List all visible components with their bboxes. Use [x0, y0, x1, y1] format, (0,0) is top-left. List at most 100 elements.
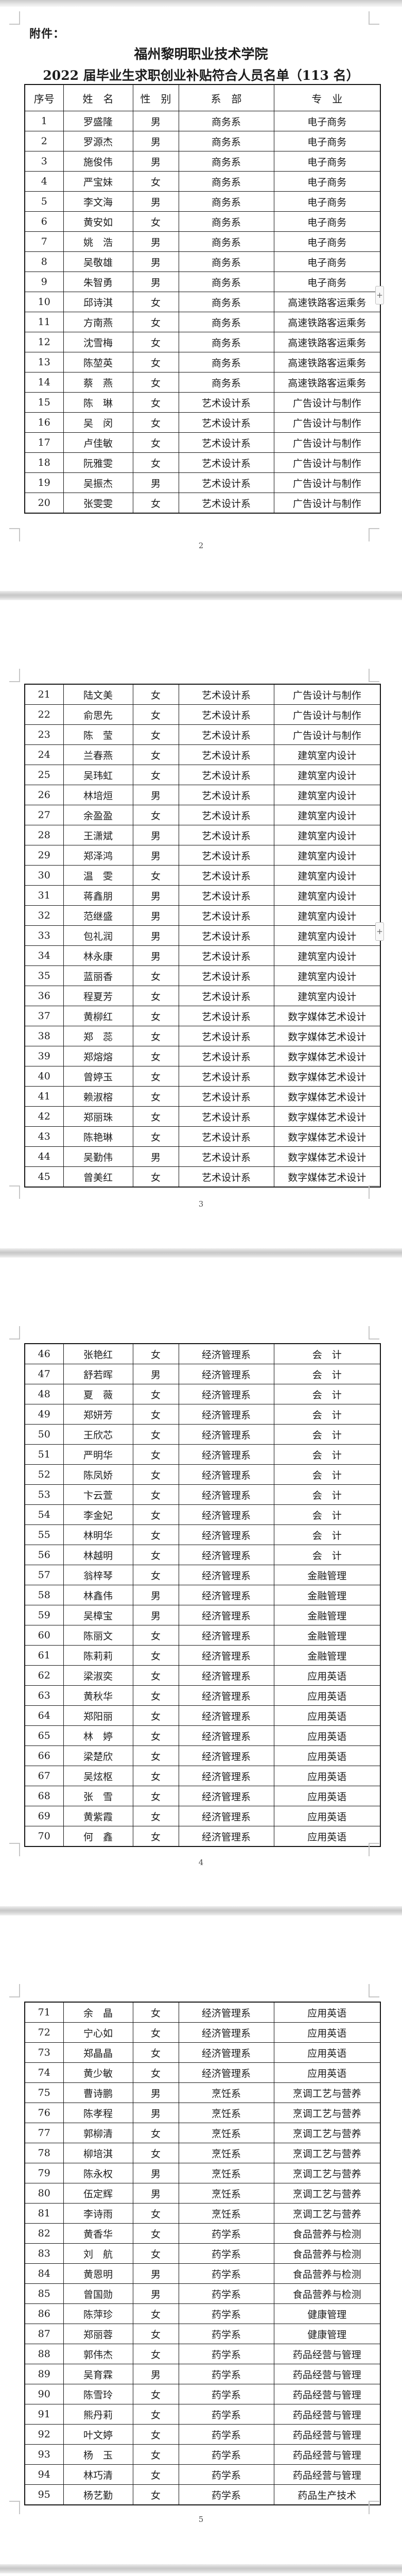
name-cell: 林永康: [63, 945, 133, 966]
department-cell: 艺术设计系: [178, 885, 274, 906]
gender-cell: 女: [132, 744, 179, 765]
name-cell: 陈凤娇: [63, 1464, 133, 1485]
gender-cell: 女: [132, 1565, 179, 1585]
page-title: 福州黎明职业技术学院: [134, 47, 268, 62]
gender-cell: 女: [132, 1665, 179, 1686]
crop-mark: [369, 1843, 379, 1856]
table-row: 49 郑妍芳 女 经济管理系 会 计: [24, 1404, 381, 1425]
serial-cell: 17: [24, 432, 64, 453]
serial-cell: 82: [24, 2223, 64, 2244]
name-cell: 林 婷: [63, 1725, 133, 1746]
add-column-button[interactable]: +: [375, 922, 384, 941]
name-cell: 蓝丽香: [63, 965, 133, 986]
department-cell: 艺术设计系: [178, 1006, 274, 1026]
major-cell: 会 计: [273, 1404, 381, 1425]
table-row: 9 朱智勇 男 商务系 电子商务: [24, 272, 381, 292]
name-cell: 梁楚欣: [63, 1745, 133, 1766]
major-cell: 高速铁路客运乘务: [273, 352, 381, 372]
department-cell: 烹饪系: [178, 2203, 274, 2224]
serial-cell: 35: [24, 965, 64, 986]
major-cell: 应用英语: [273, 1665, 381, 1686]
serial-cell: 58: [24, 1585, 64, 1605]
table-row: 83 刘 航 女 药学系 食品营养与检测: [24, 2243, 381, 2264]
serial-cell: 20: [24, 493, 64, 514]
gender-cell: 男: [132, 2183, 179, 2204]
name-cell: 陈丽文: [63, 1625, 133, 1646]
serial-cell: 41: [24, 1086, 64, 1107]
major-cell: 会 计: [273, 1343, 381, 1364]
page-separator: [0, 591, 402, 600]
serial-cell: 44: [24, 1146, 64, 1167]
roster-table-page-2: 21 陆文美 女 艺术设计系 广告设计与制作 22 俞思先 女 艺术设计系 广告…: [24, 684, 381, 1188]
department-cell: 经济管理系: [178, 1806, 274, 1826]
department-cell: 经济管理系: [178, 2002, 274, 2023]
serial-cell: 13: [24, 352, 64, 372]
name-cell: 刘 航: [63, 2243, 133, 2264]
gender-cell: 女: [132, 372, 179, 393]
major-cell: 烹调工艺与营养: [273, 2163, 381, 2183]
major-cell: 电子商务: [273, 111, 381, 131]
gender-cell: 女: [132, 2324, 179, 2344]
name-cell: 梁淑奕: [63, 1665, 133, 1686]
department-cell: 经济管理系: [178, 2042, 274, 2063]
serial-cell: 22: [24, 704, 64, 725]
table-row: 23 陈 莹 女 艺术设计系 广告设计与制作: [24, 724, 381, 745]
gender-cell: 男: [132, 2103, 179, 2123]
serial-cell: 5: [24, 191, 64, 212]
gender-cell: 女: [132, 765, 179, 785]
name-cell: 柳培淇: [63, 2143, 133, 2163]
gender-cell: 男: [132, 272, 179, 292]
major-cell: 药品经营与管理: [273, 2404, 381, 2425]
department-cell: 艺术设计系: [178, 684, 274, 705]
page-separator: [0, 1906, 402, 1916]
serial-cell: 23: [24, 724, 64, 745]
crop-mark: [369, 11, 379, 25]
table-row: 79 陈永权 男 烹饪系 烹调工艺与营养: [24, 2163, 381, 2183]
table-row: 24 兰春燕 女 艺术设计系 建筑室内设计: [24, 744, 381, 765]
major-cell: 电子商务: [273, 272, 381, 292]
department-cell: 药学系: [178, 2223, 274, 2244]
gender-cell: 女: [132, 1046, 179, 1066]
department-cell: 艺术设计系: [178, 845, 274, 866]
column-header: 序号: [24, 84, 64, 111]
serial-cell: 72: [24, 2022, 64, 2043]
name-cell: 夏 薇: [63, 1384, 133, 1404]
major-cell: 建筑室内设计: [273, 744, 381, 765]
major-cell: 建筑室内设计: [273, 785, 381, 805]
major-cell: 数字媒体艺术设计: [273, 1046, 381, 1066]
table-row: 1 罗盛隆 男 商务系 电子商务: [24, 111, 381, 131]
serial-cell: 34: [24, 945, 64, 966]
department-cell: 烹饪系: [178, 2123, 274, 2143]
table-row: 90 陈雪玲 女 药学系 药品经营与管理: [24, 2384, 381, 2404]
add-column-button[interactable]: +: [375, 286, 384, 304]
table-row: 40 曾婷玉 女 艺术设计系 数字媒体艺术设计: [24, 1066, 381, 1087]
major-cell: 数字媒体艺术设计: [273, 1026, 381, 1046]
serial-cell: 68: [24, 1786, 64, 1806]
roster-table-page-3: 46 张艳红 女 经济管理系 会 计 47 舒若晖 男 经济管理系 会 计 48…: [24, 1343, 381, 1847]
crop-mark: [9, 1326, 20, 1340]
table-row: 37 黄柳红 女 艺术设计系 数字媒体艺术设计: [24, 1006, 381, 1026]
department-cell: 经济管理系: [178, 1745, 274, 1766]
major-cell: 数字媒体艺术设计: [273, 1166, 381, 1188]
major-cell: 高速铁路客运乘务: [273, 372, 381, 393]
major-cell: 会 计: [273, 1545, 381, 1565]
department-cell: 艺术设计系: [178, 704, 274, 725]
gender-cell: 男: [132, 472, 179, 493]
serial-cell: 65: [24, 1725, 64, 1746]
page-number: 4: [198, 1858, 204, 1867]
department-cell: 烹饪系: [178, 2183, 274, 2204]
department-cell: 药学系: [178, 2484, 274, 2505]
major-cell: 建筑室内设计: [273, 925, 381, 946]
table-row: 82 黄香华 女 药学系 食品营养与检测: [24, 2223, 381, 2244]
table-row: 76 陈孝程 男 烹饪系 烹调工艺与营养: [24, 2103, 381, 2123]
department-cell: 经济管理系: [178, 1565, 274, 1585]
table-row: 30 温 雯 女 艺术设计系 建筑室内设计: [24, 865, 381, 886]
table-row: 39 郑熔熔 女 艺术设计系 数字媒体艺术设计: [24, 1046, 381, 1066]
table-row: 85 曾国勋 男 药学系 食品营养与检测: [24, 2283, 381, 2304]
table-row: 4 严宝妹 女 商务系 电子商务: [24, 171, 381, 192]
major-cell: 数字媒体艺术设计: [273, 1066, 381, 1087]
name-cell: 郑丽珠: [63, 1106, 133, 1127]
table-row: 60 陈丽文 女 经济管理系 金融管理: [24, 1625, 381, 1646]
gender-cell: 女: [132, 2143, 179, 2163]
serial-cell: 89: [24, 2364, 64, 2384]
